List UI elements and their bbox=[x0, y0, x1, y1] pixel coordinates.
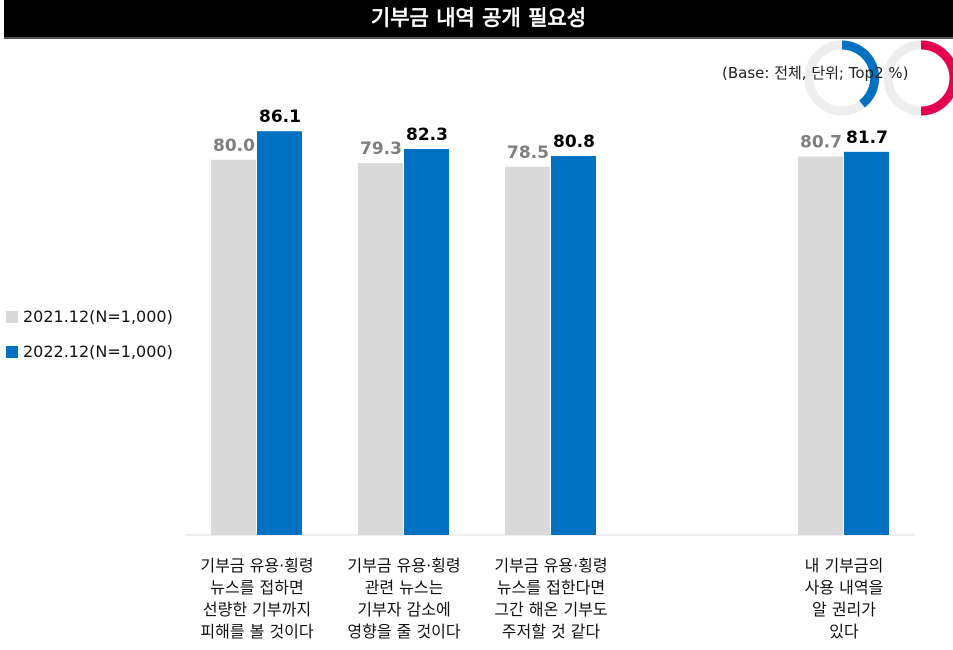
bar-2021 bbox=[505, 166, 550, 535]
legend-item-2021: 2021.12(N=1,000) bbox=[6, 307, 173, 326]
data-label: 79.3 bbox=[360, 139, 402, 159]
legend-swatch bbox=[6, 345, 18, 358]
category-label: 기부금 유용·횡령 관련 뉴스는 기부자 감소에 영향을 줄 것이다 bbox=[347, 556, 461, 641]
chart-title: 기부금 내역 공개 필요성 bbox=[4, 0, 953, 39]
category-label: 내 기부금의 사용 내역을 알 권리가 있다 bbox=[804, 556, 884, 641]
data-label: 86.1 bbox=[259, 107, 301, 127]
legend-swatch bbox=[6, 310, 18, 323]
data-label: 81.7 bbox=[846, 128, 888, 148]
bar-2022 bbox=[257, 131, 302, 536]
bar-2021 bbox=[358, 163, 403, 535]
data-label: 80.7 bbox=[800, 133, 842, 153]
category-label: 기부금 유용·횡령 뉴스를 접한다면 그간 해온 기부도 주저할 것 같다 bbox=[494, 556, 608, 641]
data-label: 82.3 bbox=[406, 125, 448, 145]
base-note: (Base: 전체, 단위; Top2 %) bbox=[722, 64, 909, 82]
decorative-donuts bbox=[804, 40, 953, 116]
data-label: 80.8 bbox=[553, 132, 595, 152]
bar-2021 bbox=[798, 156, 843, 535]
bar-2021 bbox=[211, 159, 256, 536]
bar-2022 bbox=[404, 149, 449, 535]
data-label: 78.5 bbox=[507, 143, 549, 163]
data-label: 80.0 bbox=[213, 136, 255, 156]
bar-2022 bbox=[844, 151, 889, 535]
category-label: 기부금 유용·횡령 뉴스를 접하면 선량한 기부까지 피해를 볼 것이다 bbox=[200, 556, 314, 641]
legend-item-2022: 2022.12(N=1,000) bbox=[6, 342, 173, 361]
legend-label: 2022.12(N=1,000) bbox=[23, 342, 173, 361]
legend-label: 2021.12(N=1,000) bbox=[23, 307, 173, 326]
bar-2022 bbox=[551, 156, 596, 535]
